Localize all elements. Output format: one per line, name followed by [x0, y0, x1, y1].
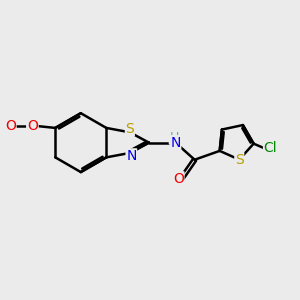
Text: O: O — [173, 172, 184, 186]
Text: O: O — [5, 118, 16, 133]
Text: O: O — [27, 118, 38, 133]
Text: H: H — [169, 131, 179, 144]
Text: S: S — [235, 153, 244, 166]
Text: O: O — [27, 118, 38, 133]
Text: Cl: Cl — [264, 141, 277, 155]
Text: N: N — [170, 136, 181, 150]
Text: N: N — [126, 149, 136, 163]
Text: S: S — [125, 122, 134, 136]
